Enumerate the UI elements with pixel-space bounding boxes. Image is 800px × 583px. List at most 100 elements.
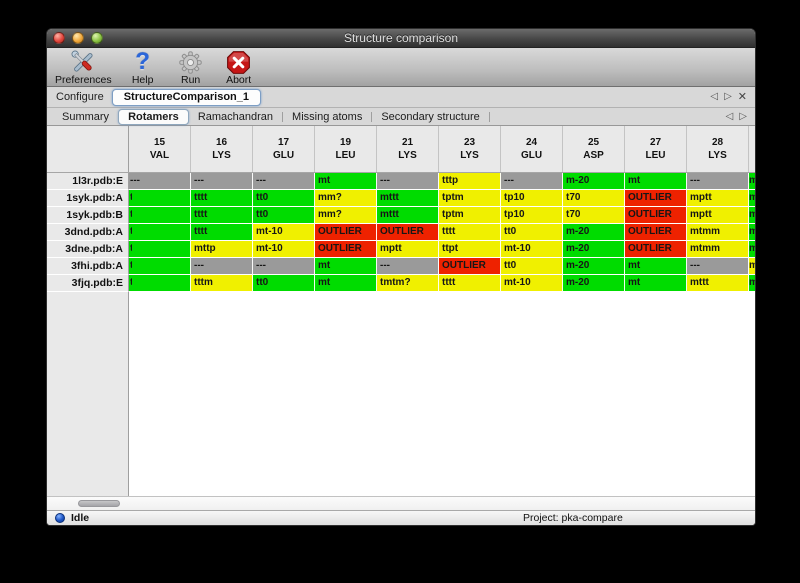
row-label[interactable]: 1l3r.pdb:E [47, 173, 129, 190]
scrollbar-thumb[interactable] [78, 500, 120, 507]
title-bar[interactable]: Structure comparison [47, 29, 755, 48]
tab-ramachandran[interactable]: Ramachandran [197, 110, 274, 123]
row-label[interactable]: 3dne.pdb:A [47, 241, 129, 258]
rotamer-cell[interactable]: --- [377, 173, 439, 190]
row-label[interactable]: 3dnd.pdb:A [47, 224, 129, 241]
column-header[interactable]: 19 LEU [315, 126, 377, 172]
column-header[interactable]: 27 LEU [625, 126, 687, 172]
rotamer-cell[interactable]: OUTLIER [625, 190, 687, 207]
rotamer-cell[interactable]: tttt [191, 207, 253, 224]
column-header[interactable]: 23 LYS [439, 126, 501, 172]
rotamer-cell[interactable]: mm? [315, 190, 377, 207]
rotamer-cell[interactable]: --- [191, 173, 253, 190]
rotamer-cell[interactable]: mttt [377, 207, 439, 224]
horizontal-scrollbar[interactable] [47, 496, 755, 510]
rotamer-cell[interactable]: --- [501, 173, 563, 190]
rotamer-cell[interactable]: mt [625, 275, 687, 292]
rotamer-cell[interactable]: mt [315, 275, 377, 292]
rotamer-cell[interactable]: --- [687, 258, 749, 275]
rotamer-cell[interactable]: mttp [191, 241, 253, 258]
rotamer-cell[interactable]: tmtm? [377, 275, 439, 292]
clipped-column-cell[interactable]: m [749, 241, 755, 258]
close-icon[interactable]: ✕ [737, 90, 747, 103]
rotamer-cell[interactable]: tt0 [253, 190, 315, 207]
rotamer-cell[interactable]: --- [129, 173, 191, 190]
configuration-tab[interactable]: StructureComparison_1 [111, 88, 262, 106]
prev-arrow-icon[interactable]: ◁ [710, 91, 719, 102]
rotamer-cell[interactable]: tptm [439, 190, 501, 207]
column-header[interactable]: 17 GLU [253, 126, 315, 172]
clipped-column-cell[interactable]: m [749, 275, 755, 292]
column-header[interactable]: 28 LYS [687, 126, 749, 172]
rotamer-cell[interactable]: m-20 [563, 224, 625, 241]
rotamer-cell[interactable]: tt0 [253, 275, 315, 292]
rotamer-cell[interactable]: t [129, 224, 191, 241]
rotamer-cell[interactable]: mt-10 [253, 224, 315, 241]
rotamer-cell[interactable]: mt-10 [501, 241, 563, 258]
rotamer-cell[interactable]: tttt [191, 224, 253, 241]
rotamer-cell[interactable]: mt-10 [501, 275, 563, 292]
rotamer-cell[interactable]: --- [253, 258, 315, 275]
rotamer-cell[interactable]: mptt [377, 241, 439, 258]
rotamer-cell[interactable]: mt [625, 173, 687, 190]
rotamer-cell[interactable]: tttt [191, 190, 253, 207]
rotamer-cell[interactable]: m-20 [563, 275, 625, 292]
rotamer-cell[interactable]: tttm [191, 275, 253, 292]
clipped-column-cell[interactable]: m [749, 224, 755, 241]
rotamer-cell[interactable]: t70 [563, 190, 625, 207]
preferences-button[interactable]: Preferences [55, 49, 112, 86]
rotamer-cell[interactable]: tt0 [253, 207, 315, 224]
rotamer-cell[interactable]: mttt [377, 190, 439, 207]
clipped-column-cell[interactable]: m [749, 207, 755, 224]
rotamer-cell[interactable]: tt0 [501, 224, 563, 241]
rotamer-cell[interactable]: mptt [687, 207, 749, 224]
run-button[interactable]: Run [174, 49, 208, 86]
next-arrow-icon[interactable]: ▷ [724, 91, 732, 102]
rotamer-cell[interactable]: tp10 [501, 190, 563, 207]
rotamer-cell[interactable]: t [129, 241, 191, 258]
rotamer-cell[interactable]: mt [315, 173, 377, 190]
rotamer-cell[interactable]: t [129, 275, 191, 292]
rotamer-cell[interactable]: OUTLIER [377, 224, 439, 241]
rotamer-cell[interactable]: mt [315, 258, 377, 275]
rotamer-cell[interactable]: OUTLIER [625, 241, 687, 258]
rotamer-cell[interactable]: mt [625, 258, 687, 275]
column-header[interactable]: 16 LYS [191, 126, 253, 172]
minimize-window-button[interactable] [72, 32, 84, 44]
rotamer-cell[interactable]: --- [687, 173, 749, 190]
rotamer-cell[interactable]: mtmm [687, 224, 749, 241]
row-label[interactable]: 1syk.pdb:B [47, 207, 129, 224]
rotamer-cell[interactable]: t [129, 190, 191, 207]
rotamer-cell[interactable]: OUTLIER [315, 241, 377, 258]
rotamer-cell[interactable]: tttp [439, 173, 501, 190]
rotamer-cell[interactable]: OUTLIER [439, 258, 501, 275]
rotamer-cell[interactable]: m-20 [563, 241, 625, 258]
clipped-column-cell[interactable]: m [749, 258, 755, 275]
rotamer-cell[interactable]: OUTLIER [315, 224, 377, 241]
rotamer-cell[interactable]: mtmm [687, 241, 749, 258]
clipped-column-cell[interactable]: m [749, 190, 755, 207]
tab-summary[interactable]: Summary [62, 110, 110, 123]
rotamer-cell[interactable]: tp10 [501, 207, 563, 224]
rotamer-cell[interactable]: mttt [687, 275, 749, 292]
abort-button[interactable]: Abort [222, 49, 256, 86]
rotamer-cell[interactable]: t [129, 258, 191, 275]
rotamer-cell[interactable]: tttt [439, 275, 501, 292]
rotamer-cell[interactable]: t [129, 207, 191, 224]
tab-secondary-structure[interactable]: Secondary structure [381, 110, 480, 123]
rotamer-cell[interactable]: --- [253, 173, 315, 190]
column-header[interactable]: 15 VAL [129, 126, 191, 172]
rotamer-cell[interactable]: OUTLIER [625, 224, 687, 241]
rotamer-cell[interactable]: --- [377, 258, 439, 275]
next-arrow-icon[interactable]: ▷ [739, 110, 747, 122]
tab-rotamers[interactable]: Rotamers [118, 108, 189, 125]
rotamer-cell[interactable]: mm? [315, 207, 377, 224]
rotamer-cell[interactable]: mt-10 [253, 241, 315, 258]
column-header[interactable]: 24 GLU [501, 126, 563, 172]
rotamer-cell[interactable]: mptt [687, 190, 749, 207]
close-window-button[interactable] [53, 32, 65, 44]
rotamer-cell[interactable]: tptm [439, 207, 501, 224]
rotamer-cell[interactable]: OUTLIER [625, 207, 687, 224]
rotamer-cell[interactable]: m-20 [563, 173, 625, 190]
row-label[interactable]: 3fhi.pdb:A [47, 258, 129, 275]
